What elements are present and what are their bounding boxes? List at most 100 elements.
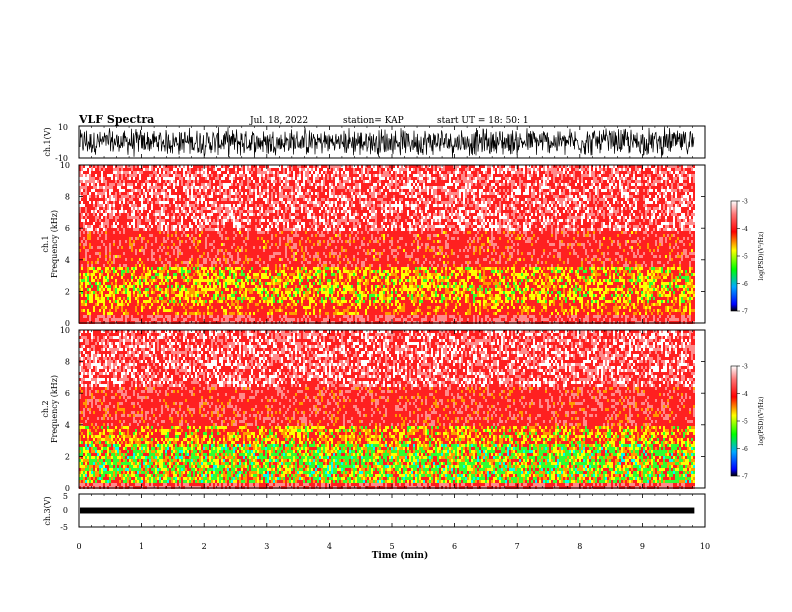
spectrogram-cell <box>83 315 85 318</box>
spectrogram-cell <box>197 240 199 243</box>
spectrogram-cell <box>135 195 137 198</box>
spectrogram-cell <box>221 273 223 276</box>
spectrogram-cell <box>205 267 207 270</box>
spectrogram-cell <box>265 255 267 258</box>
spectrogram-cell <box>215 273 217 276</box>
spectrogram-cell <box>97 291 99 294</box>
spectrogram-cell <box>151 294 153 297</box>
spectrogram-cell <box>259 180 261 183</box>
spectrogram-cell <box>197 258 199 261</box>
spectrogram-cell <box>211 180 213 183</box>
spectrogram-cell <box>219 264 221 267</box>
spectrogram-cell <box>177 246 179 249</box>
spectrogram-cell <box>85 252 87 255</box>
spectrogram-cell <box>185 279 187 282</box>
spectrogram-cell <box>201 168 203 171</box>
spectrogram-cell <box>135 189 137 192</box>
spectrogram-cell <box>221 312 223 315</box>
spectrogram-cell <box>155 252 157 255</box>
spectrogram-cell <box>127 285 129 288</box>
spectrogram-cell <box>131 270 133 273</box>
spectrogram-cell <box>93 309 95 312</box>
spectrogram-cell <box>145 261 147 264</box>
spectrogram-cell <box>195 201 197 204</box>
spectrogram-cell <box>195 273 197 276</box>
spectrogram-cell <box>137 303 139 306</box>
spectrogram-cell <box>101 267 103 270</box>
spectrogram-cell <box>215 237 217 240</box>
spectrogram-cell <box>115 210 117 213</box>
spectrogram-cell <box>199 222 201 225</box>
spectrogram-cell <box>143 171 145 174</box>
spectrogram-cell <box>181 249 183 252</box>
spectrogram-cell <box>123 273 125 276</box>
spectrogram-cell <box>225 276 227 279</box>
spectrogram-cell <box>131 243 133 246</box>
spectrogram-cell <box>153 246 155 249</box>
spectrogram-cell <box>197 306 199 309</box>
spectrogram-cell <box>219 225 221 228</box>
spectrogram-cell <box>245 198 247 201</box>
spectrogram-cell <box>97 219 99 222</box>
spectrogram-cell <box>107 279 109 282</box>
spectrogram-cell <box>111 240 113 243</box>
spectrogram-cell <box>189 216 191 219</box>
spectrogram-cell <box>133 300 135 303</box>
spectrogram-cell <box>217 300 219 303</box>
spectrogram-cell <box>179 177 181 180</box>
spectrogram-cell <box>81 234 83 237</box>
spectrogram-cell <box>123 189 125 192</box>
spectrogram-cell <box>175 303 177 306</box>
spectrogram-cell <box>103 249 105 252</box>
spectrogram-cell <box>111 264 113 267</box>
spectrogram-cell <box>139 213 141 216</box>
spectrogram-cell <box>169 192 171 195</box>
spectrogram-cell <box>217 222 219 225</box>
spectrogram-cell <box>251 219 253 222</box>
spectrogram-cell <box>145 174 147 177</box>
spectrogram-cell <box>179 303 181 306</box>
spectrogram-cell <box>129 228 131 231</box>
spectrogram-cell <box>193 276 195 279</box>
spectrogram-cell <box>169 204 171 207</box>
spectrogram-cell <box>89 273 91 276</box>
spectrogram-cell <box>101 264 103 267</box>
spectrogram-cell <box>79 273 81 276</box>
spectrogram-cell <box>87 177 89 180</box>
spectrogram-cell <box>201 261 203 264</box>
spectrogram-cell <box>193 234 195 237</box>
spectrogram-cell <box>187 315 189 318</box>
spectrogram-cell <box>235 312 237 315</box>
spectrogram-cell <box>171 186 173 189</box>
spectrogram-cell <box>125 180 127 183</box>
spectrogram-cell <box>97 165 99 168</box>
spectrogram-cell <box>241 288 243 291</box>
spectrogram-cell <box>173 207 175 210</box>
spectrogram-cell <box>139 318 141 321</box>
spectrogram-cell <box>155 240 157 243</box>
spectrogram-cell <box>107 267 109 270</box>
spectrogram-cell <box>261 195 263 198</box>
spectrogram-cell <box>175 255 177 258</box>
spectrogram-cell <box>199 243 201 246</box>
spectrogram-cell <box>161 243 163 246</box>
spectrogram-cell <box>223 255 225 258</box>
spectrogram-cell <box>125 246 127 249</box>
spectrogram-cell <box>159 201 161 204</box>
spectrogram-cell <box>233 231 235 234</box>
spectrogram-cell <box>241 210 243 213</box>
spectrogram-cell <box>255 219 257 222</box>
spectrogram-cell <box>153 213 155 216</box>
spectrogram-cell <box>245 288 247 291</box>
spectrogram-cell <box>115 201 117 204</box>
spectrogram-cell <box>189 309 191 312</box>
spectrogram-cell <box>223 222 225 225</box>
spectrogram-cell <box>95 165 97 168</box>
spectrogram-cell <box>87 294 89 297</box>
spectrogram-cell <box>227 213 229 216</box>
spectrogram-cell <box>209 267 211 270</box>
spectrogram-cell <box>177 309 179 312</box>
spectrogram-cell <box>99 228 101 231</box>
spectrogram-cell <box>141 192 143 195</box>
spectrogram-cell <box>121 222 123 225</box>
